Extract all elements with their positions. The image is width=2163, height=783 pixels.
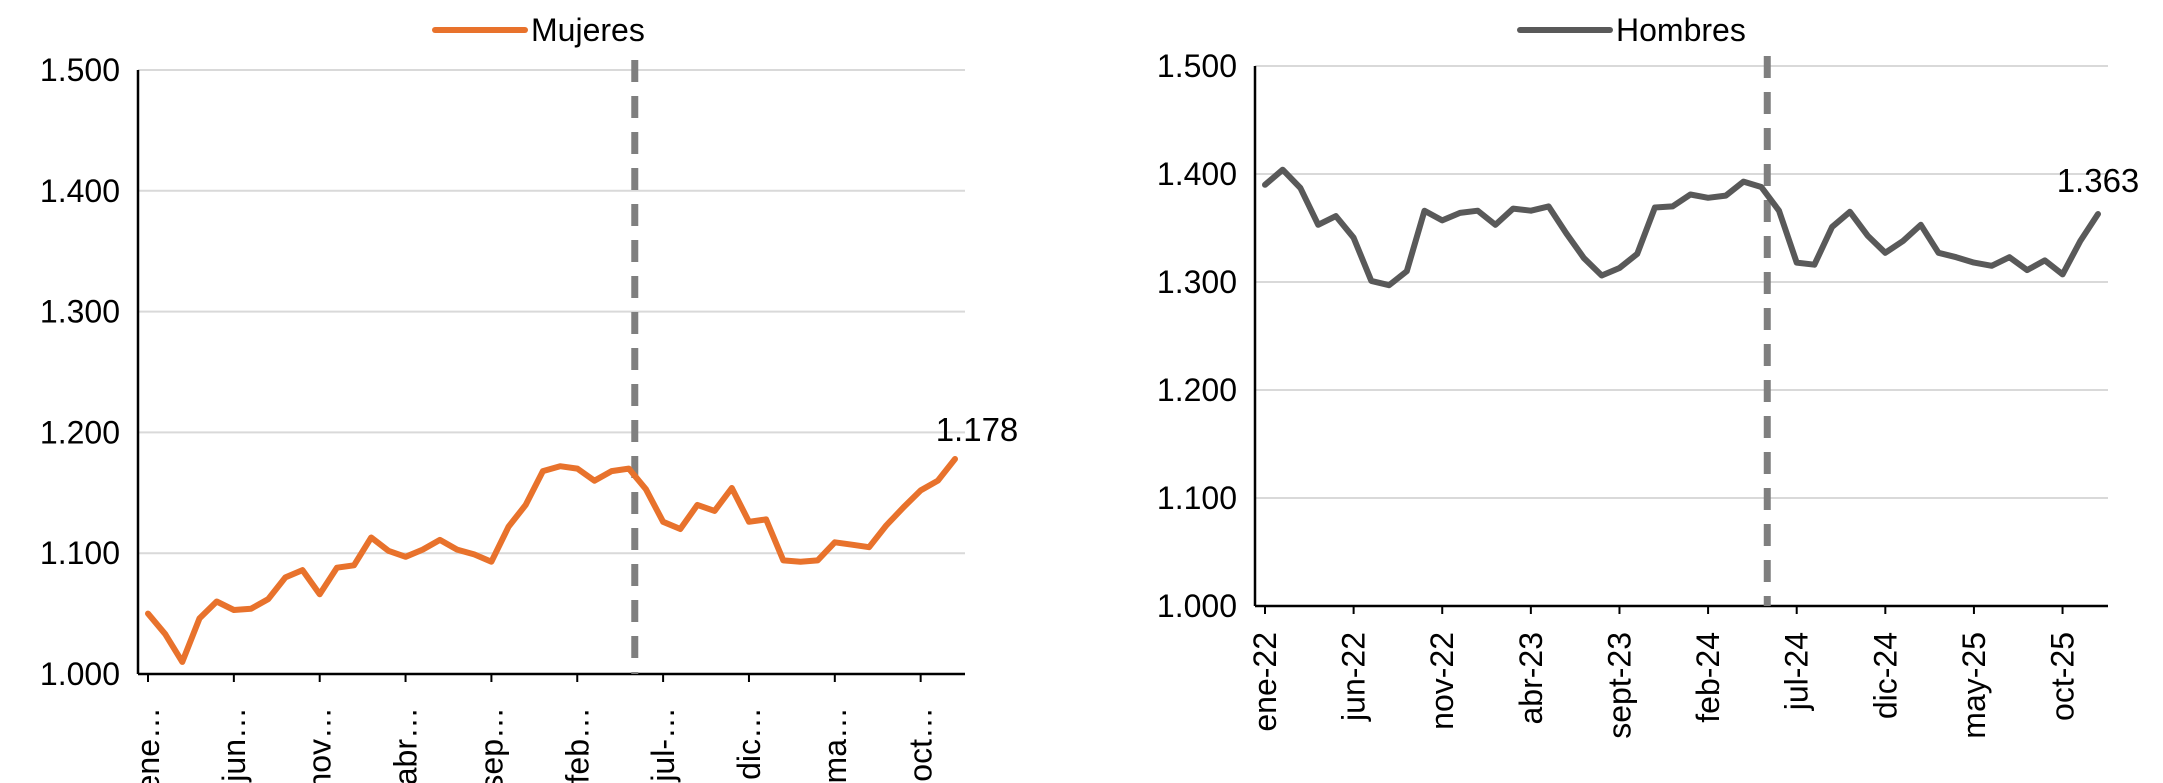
- x-tick-label: feb-24: [1690, 632, 1726, 723]
- x-tick-label: oct-25: [2045, 632, 2081, 721]
- chart-hombres: 1.500 1.400 1.300 1.200 1.100 1.000 ene-22 jun-…: [1157, 12, 2139, 739]
- y-tick-label: 1.100: [40, 535, 120, 571]
- x-tick-label: jun-22: [1336, 632, 1372, 722]
- y-tick-label: 1.300: [1157, 264, 1237, 300]
- x-tick-label: may-25: [1956, 632, 1992, 739]
- y-tick-label: 1.500: [1157, 48, 1237, 84]
- x-tick-label: jun…: [216, 707, 252, 783]
- y-tick-label: 1.500: [40, 52, 120, 88]
- x-tick-label: nov…: [302, 707, 338, 783]
- y-tick-label: 1.300: [40, 294, 120, 330]
- x-tick-label: abr…: [388, 707, 424, 783]
- series-line-mujeres: [145, 456, 958, 665]
- x-tick-label: abr-23: [1513, 632, 1549, 725]
- x-tick-label: oct…: [903, 707, 939, 782]
- y-tick-label: 1.000: [40, 656, 120, 692]
- legend-label: Hombres: [1616, 12, 1746, 48]
- x-tick-label: jul-24: [1779, 632, 1815, 711]
- x-tick-label: sep…: [473, 707, 509, 783]
- y-tick-label: 1.200: [1157, 372, 1237, 408]
- x-tick-label: ene-22: [1247, 632, 1283, 732]
- data-label-last: 1.363: [2057, 162, 2140, 199]
- legend-label: Mujeres: [531, 12, 645, 48]
- x-tick-label: nov-22: [1424, 632, 1460, 730]
- y-tick-label: 1.200: [40, 414, 120, 450]
- data-label-last: 1.178: [936, 411, 1019, 448]
- series-line-hombres: [1262, 166, 2101, 289]
- y-tick-label: 1.000: [1157, 588, 1237, 624]
- y-tick-label: 1.100: [1157, 480, 1237, 516]
- x-tick-label: ene…: [130, 707, 166, 783]
- x-tick-label: sept-23: [1601, 632, 1637, 739]
- x-tick-label: jul-…: [645, 707, 681, 783]
- y-tick-label: 1.400: [40, 173, 120, 209]
- x-tick-label: dic-24: [1867, 632, 1903, 719]
- x-tick-label: feb…: [559, 707, 595, 783]
- y-tick-label: 1.400: [1157, 156, 1237, 192]
- chart-mujeres: 1.500 1.400 1.300 1.200 1.100 1.000 ene… jun… no…: [40, 12, 1018, 783]
- x-tick-label: ma…: [817, 707, 853, 783]
- x-tick-label: dic…: [731, 707, 767, 780]
